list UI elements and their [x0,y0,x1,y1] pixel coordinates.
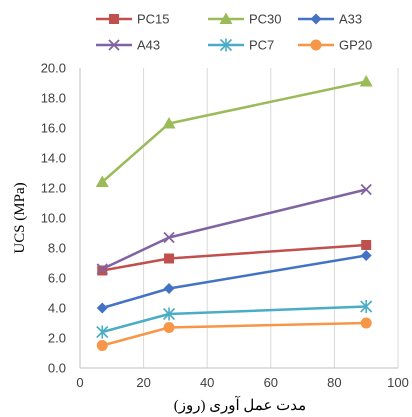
x-tick-label-4: 80 [327,375,341,390]
legend-label-PC7: PC7 [249,38,274,53]
data-point-GP20-0 [96,340,108,351]
tick-labels: 0.0 2.0 4.0 6.0 8.0 10.0 12.0 14.0 16.0 18.0 20.0 0… [41,61,409,391]
series-PC15 [97,240,372,276]
series-A43 [96,183,372,275]
series-line-PC7 [101,305,367,334]
series-line-PC30 [101,80,367,183]
y-tick-label-2: 4.0 [48,301,66,316]
y-tick-label-5: 10.0 [41,211,66,226]
legend-label-PC30: PC30 [249,12,282,27]
legend: PC15 PC30 A33 A43 PC7 GP20 [96,12,372,53]
axes [79,68,398,369]
series-line-PC15 [102,243,367,272]
y-tick-label-0: 0.0 [48,361,66,376]
legend-item-PC15: PC15 [96,12,170,27]
data-point-A33-0 [96,302,108,314]
y-tick-label-3: 6.0 [48,271,66,286]
y-tick-label-6: 12.0 [41,181,66,196]
legend-marker-GP20 [310,39,322,51]
y-tick-label-10: 20.0 [41,61,66,76]
legend-item-GP20: GP20 [298,38,372,53]
data-point-A43-2 [360,183,372,196]
y-tick-label-7: 14.0 [41,151,66,166]
y-tick-label-4: 8.0 [48,241,66,256]
series-A33 [96,250,372,314]
series-PC30 [95,75,373,187]
x-axis-title: مدت عمل آوری (روز) [174,396,306,414]
x-tick-label-0: 0 [76,375,83,390]
data-point-PC7-0 [96,325,109,339]
y-axis-title: UCS (MPa) [12,182,28,253]
legend-label-GP20: GP20 [339,38,372,53]
legend-label-A43: A43 [137,38,160,53]
series-line-A43 [101,188,367,271]
legend-marker-PC15 [109,14,119,24]
data-point-PC15-2 [361,240,372,250]
data-point-A33-1 [163,283,175,294]
grid-lines [143,68,399,368]
legend-label-PC15: PC15 [137,12,170,27]
legend-marker-PC30 [219,12,233,24]
data-point-GP20-2 [360,317,372,329]
data-point-PC7-1 [162,307,176,321]
x-tick-label-3: 60 [264,375,278,390]
series-GP20 [96,317,372,351]
series-group [95,75,373,351]
data-point-PC7-2 [360,300,373,313]
legend-marker-A33 [310,13,322,25]
y-tick-label-8: 16.0 [41,121,66,136]
legend-item-A43: A43 [96,38,160,53]
data-point-A43-0 [96,263,108,275]
data-point-A43-1 [163,231,175,244]
x-tick-label-2: 40 [200,375,214,390]
y-tick-label-9: 18.0 [41,91,66,106]
y-tick-label-1: 2.0 [48,331,66,346]
legend-item-A33: A33 [298,12,362,27]
data-point-A33-2 [360,250,372,261]
data-point-GP20-1 [163,322,175,333]
x-tick-label-1: 20 [136,375,150,390]
data-point-PC30-1 [162,117,176,129]
legend-label-A33: A33 [339,12,362,27]
data-point-PC15-0 [97,265,108,276]
data-point-PC30-2 [359,75,373,87]
series-line-GP20 [101,321,367,347]
legend-marker-PC7 [219,38,233,52]
legend-item-PC7: PC7 [208,38,274,53]
data-point-PC30-0 [95,175,109,187]
data-point-PC15-1 [164,253,175,264]
legend-item-PC30: PC30 [208,12,282,27]
series-PC7 [96,300,373,339]
x-tick-label-5: 100 [387,375,409,390]
legend-marker-A43 [108,39,120,51]
